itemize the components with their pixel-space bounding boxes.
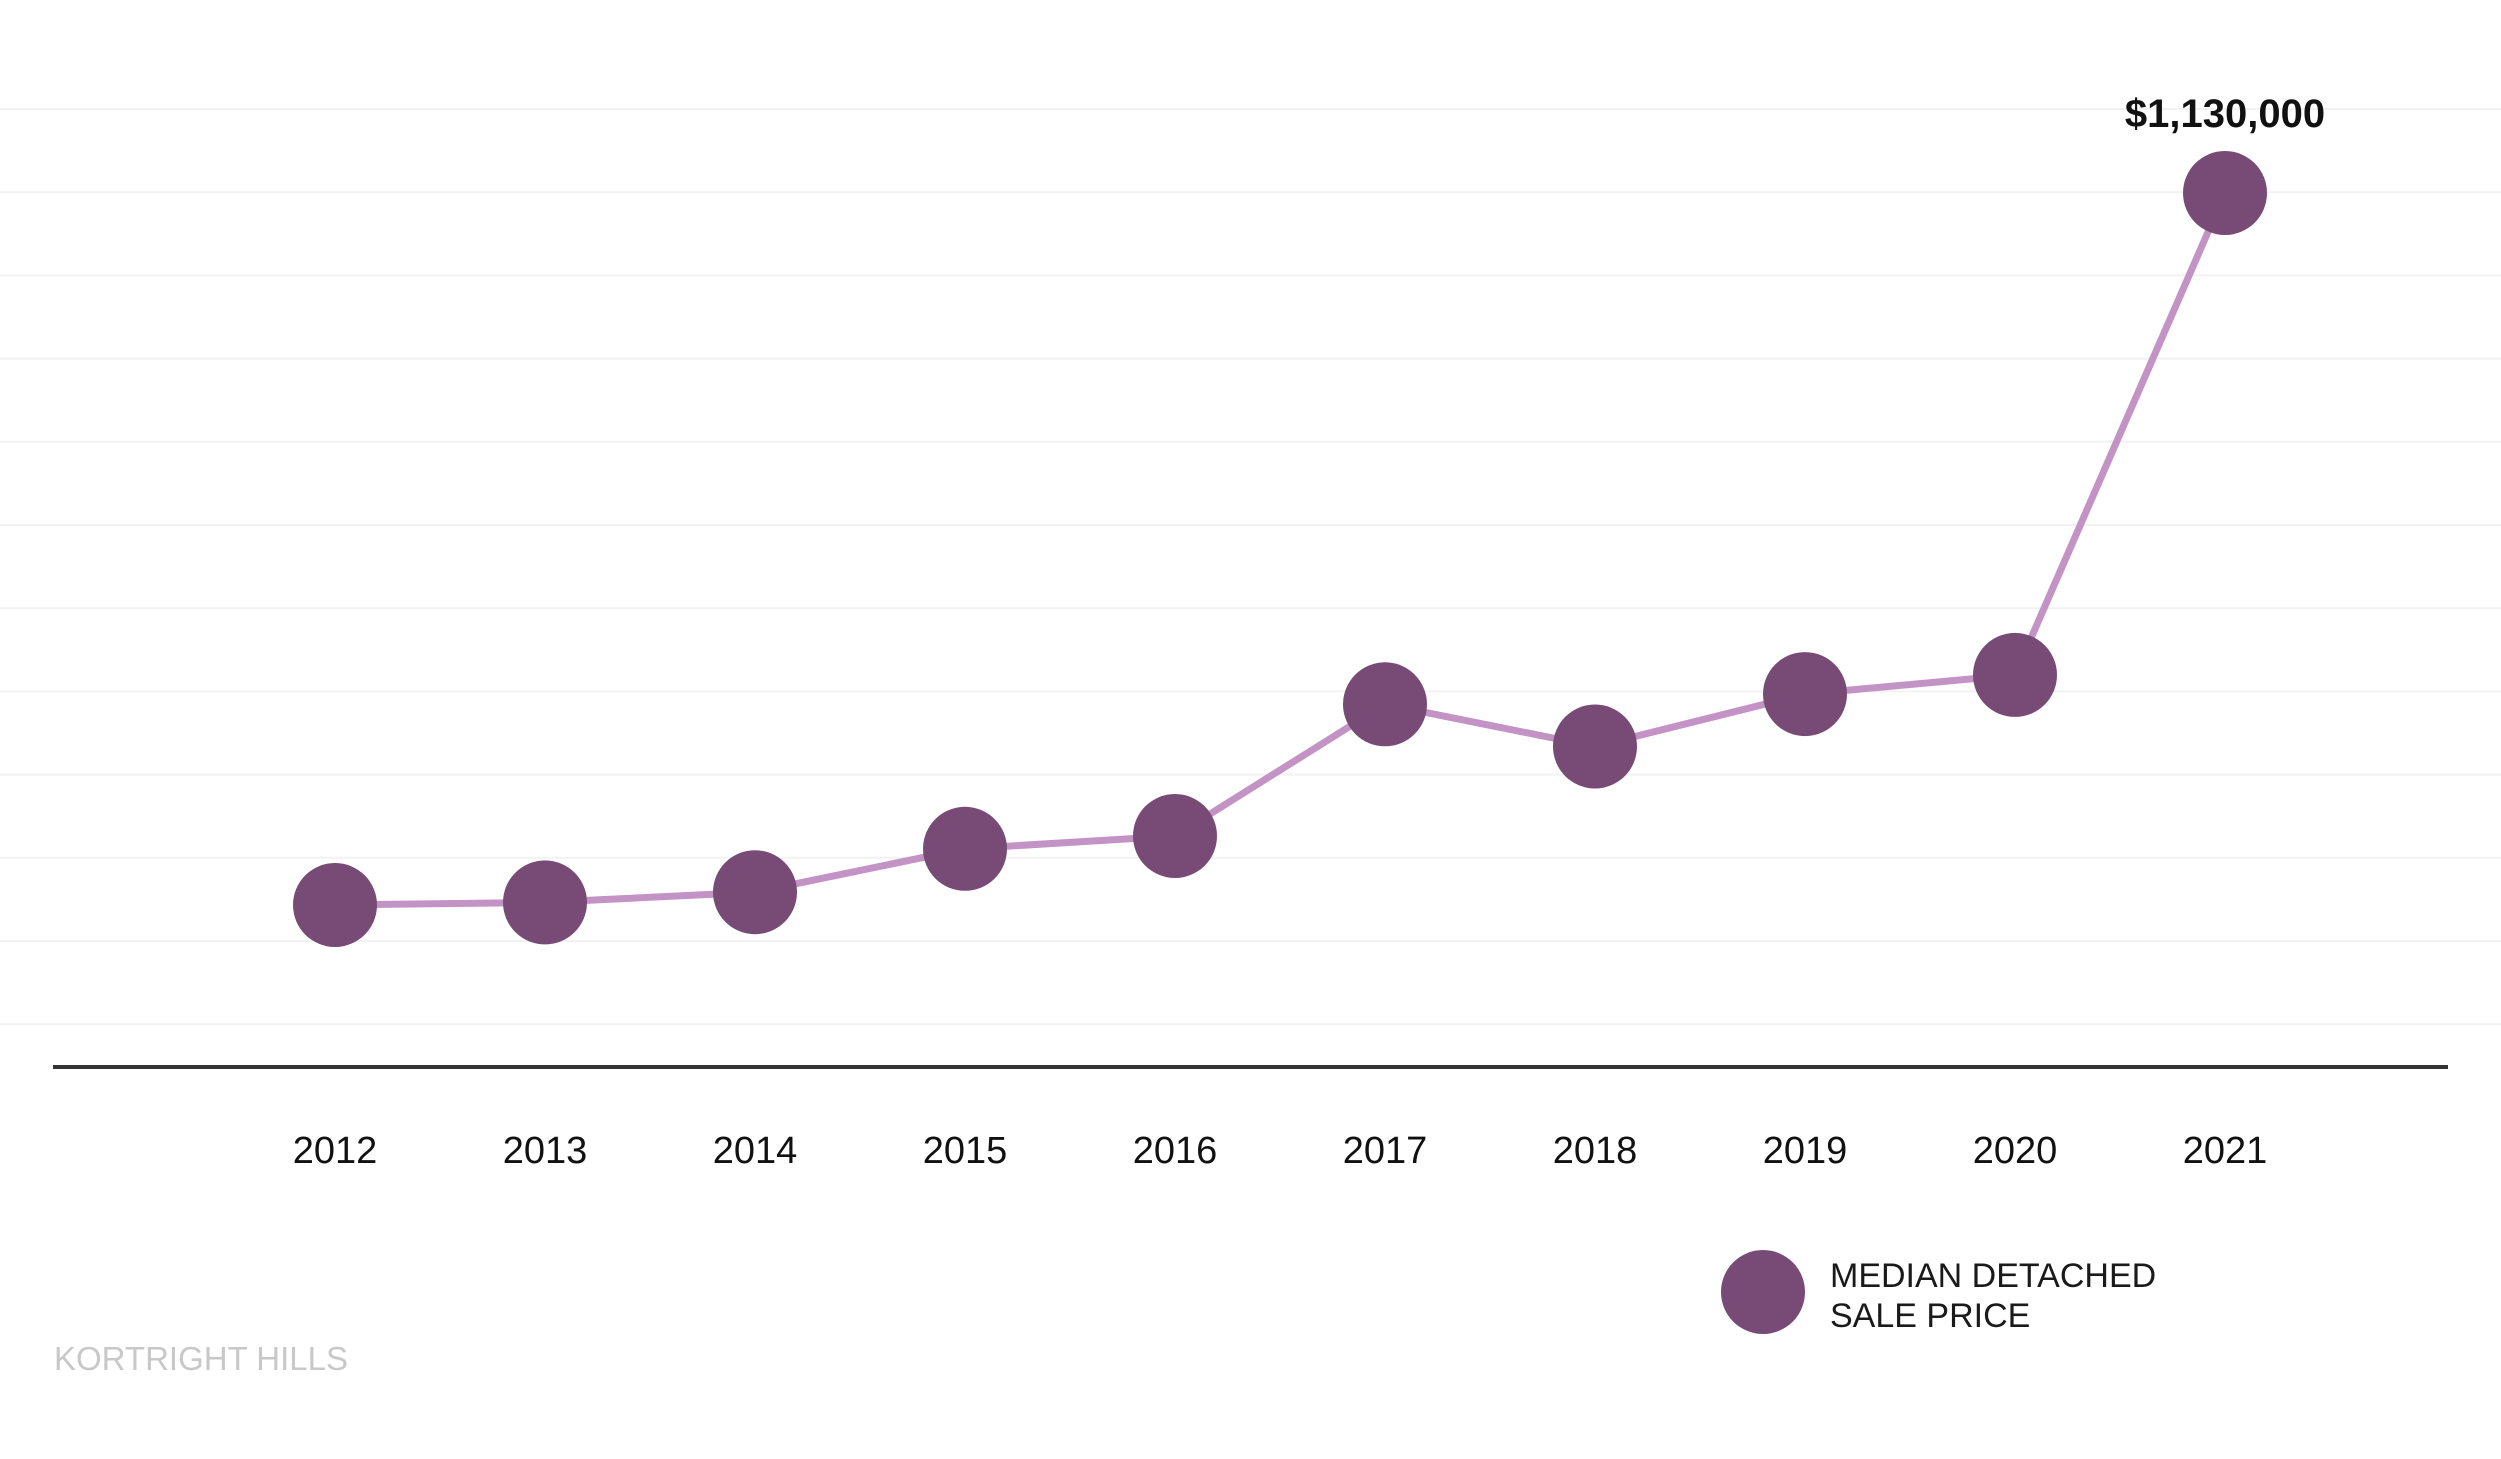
x-tick-label: 2021 (2183, 1130, 2268, 1172)
data-labels: $1,130,000 (2125, 92, 2325, 136)
data-label: $1,130,000 (2125, 92, 2325, 136)
data-point (293, 863, 377, 947)
x-tick-label: 2017 (1343, 1130, 1428, 1172)
grid-lines (0, 108, 2501, 1026)
data-point (713, 850, 797, 935)
x-tick-label: 2013 (503, 1130, 588, 1172)
x-tick-label: 2016 (1133, 1130, 1218, 1172)
x-tick-label: 2014 (713, 1130, 798, 1172)
data-points (293, 151, 2267, 947)
data-point (2183, 151, 2267, 235)
data-point (1553, 704, 1637, 789)
data-point (1133, 794, 1217, 878)
x-axis-tick-labels: 2012 2013 2014 2015 2016 2017 2018 2019 2020 2021 (293, 1130, 2268, 1172)
legend-label-line-2: SALE PRICE (1830, 1297, 2030, 1335)
x-tick-label: 2015 (923, 1130, 1008, 1172)
legend-marker (1721, 1250, 1805, 1334)
data-point (923, 806, 1007, 891)
data-point (1763, 652, 1847, 737)
legend: MEDIAN DETACHED SALE PRICE (1721, 1250, 2156, 1335)
x-tick-label: 2018 (1553, 1130, 1638, 1172)
series-line (334, 191, 2229, 909)
data-point (1973, 632, 2057, 717)
data-point (1343, 662, 1427, 747)
data-point (503, 860, 587, 945)
x-tick-label: 2020 (1973, 1130, 2058, 1172)
x-tick-label: 2019 (1763, 1130, 1848, 1172)
legend-label-line-1: MEDIAN DETACHED (1830, 1257, 2156, 1295)
x-tick-label: 2012 (293, 1130, 378, 1172)
watermark: KORTRIGHT HILLS (54, 1340, 348, 1377)
